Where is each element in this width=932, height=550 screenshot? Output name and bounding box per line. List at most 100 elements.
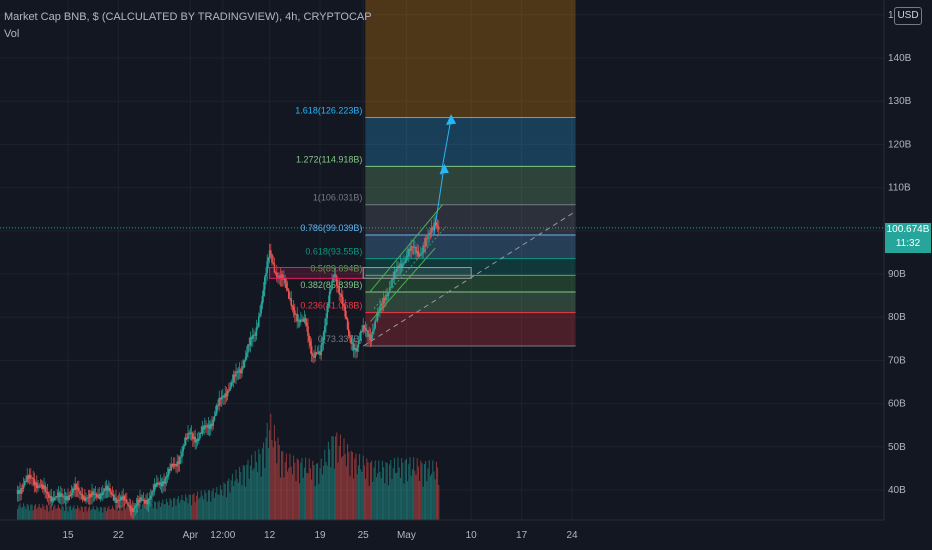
time-tick-label: May	[397, 530, 416, 541]
volume-bar	[374, 460, 376, 520]
candle-body	[369, 334, 372, 340]
time-tick-label: 15	[62, 530, 74, 541]
candle-body	[285, 283, 288, 289]
volume-bar	[317, 462, 319, 520]
candle-body	[391, 278, 393, 287]
volume-bar	[183, 501, 185, 520]
candle-body	[360, 331, 362, 341]
volume-bar	[17, 509, 19, 520]
candle-body	[357, 341, 360, 348]
volume-bar	[395, 473, 397, 520]
volume-bar	[427, 468, 429, 520]
volume-bar	[309, 468, 311, 520]
fib-zone	[365, 166, 576, 205]
resistance-box	[269, 267, 364, 279]
candle-body	[334, 274, 337, 277]
volume-bar	[139, 502, 141, 520]
candle-body	[110, 492, 112, 495]
volume-bar	[415, 474, 417, 520]
candle-body	[103, 488, 105, 492]
volume-bar	[363, 465, 365, 520]
candle-body	[33, 478, 36, 486]
volume-bar	[56, 507, 58, 520]
candle-body	[331, 281, 333, 290]
candle-body	[326, 306, 328, 319]
volume-bar	[53, 506, 55, 520]
candle-body	[368, 334, 370, 337]
candle-body	[336, 276, 338, 286]
volume-bar	[365, 478, 367, 520]
volume-bar	[91, 508, 93, 520]
volume-bar	[261, 448, 263, 520]
volume-bar	[195, 495, 197, 520]
candle-body	[136, 499, 139, 506]
candle-body	[60, 493, 62, 497]
volume-bar	[167, 501, 169, 520]
volume-bar	[360, 469, 362, 520]
candle-body	[314, 352, 316, 358]
candle-body	[106, 485, 109, 491]
candle-body	[282, 274, 284, 280]
candle-body	[256, 326, 259, 328]
volume-bar	[147, 504, 149, 520]
price-tick-label: 110B	[888, 183, 911, 194]
volume-bar	[287, 471, 289, 520]
candle-body	[127, 502, 129, 507]
candle-body	[342, 296, 344, 305]
volume-bar	[331, 436, 333, 520]
volume-bar	[174, 497, 176, 520]
volume-bar	[343, 438, 345, 520]
candle-body	[321, 342, 324, 345]
volume-bar	[158, 500, 160, 520]
volume-bar	[128, 507, 130, 520]
volume-bar	[137, 510, 139, 520]
candle-body	[272, 262, 274, 264]
volume-bar	[236, 479, 238, 520]
volume-bar	[80, 505, 82, 520]
candle-body	[199, 432, 201, 439]
volume-bar	[107, 508, 109, 520]
currency-button[interactable]: USD	[894, 7, 922, 25]
candle-body	[271, 254, 273, 263]
volume-bar	[371, 460, 373, 520]
volume-bar	[282, 451, 284, 520]
volume-bar	[429, 475, 431, 520]
candle-body	[325, 318, 327, 326]
volume-bar	[72, 507, 74, 520]
candle-body	[174, 463, 176, 465]
candle-body	[328, 291, 331, 304]
volume-bar	[225, 497, 227, 520]
candle-body	[279, 275, 282, 279]
volume-bar	[303, 467, 305, 520]
volume-bar	[65, 505, 67, 520]
volume-bar	[169, 498, 171, 520]
volume-bar	[74, 508, 76, 520]
candle-body	[405, 255, 408, 262]
candle-body	[183, 445, 186, 447]
volume-bar	[432, 460, 434, 520]
candle-body	[309, 341, 312, 346]
volume-bar	[109, 509, 111, 520]
candle-body	[302, 319, 304, 322]
candle-body	[218, 397, 220, 406]
candle-body	[333, 274, 336, 278]
volume-bar	[42, 504, 44, 520]
last-price-countdown: 11:32	[895, 238, 921, 249]
volume-bar	[294, 462, 296, 520]
candle-body	[289, 298, 291, 300]
volume-bar	[210, 501, 212, 520]
candle-body	[24, 481, 26, 486]
volume-bar	[206, 501, 208, 520]
volume-bar	[405, 458, 407, 520]
volume-bar	[75, 508, 77, 520]
candle-body	[416, 250, 418, 254]
candle-body	[410, 246, 412, 251]
volume-bar	[387, 485, 389, 520]
volume-bar	[344, 453, 346, 520]
projection-arrow-head	[446, 114, 457, 125]
volume-bar	[105, 511, 107, 520]
candle-body	[393, 271, 396, 280]
volume-bar	[44, 509, 46, 520]
candle-body	[85, 497, 87, 501]
